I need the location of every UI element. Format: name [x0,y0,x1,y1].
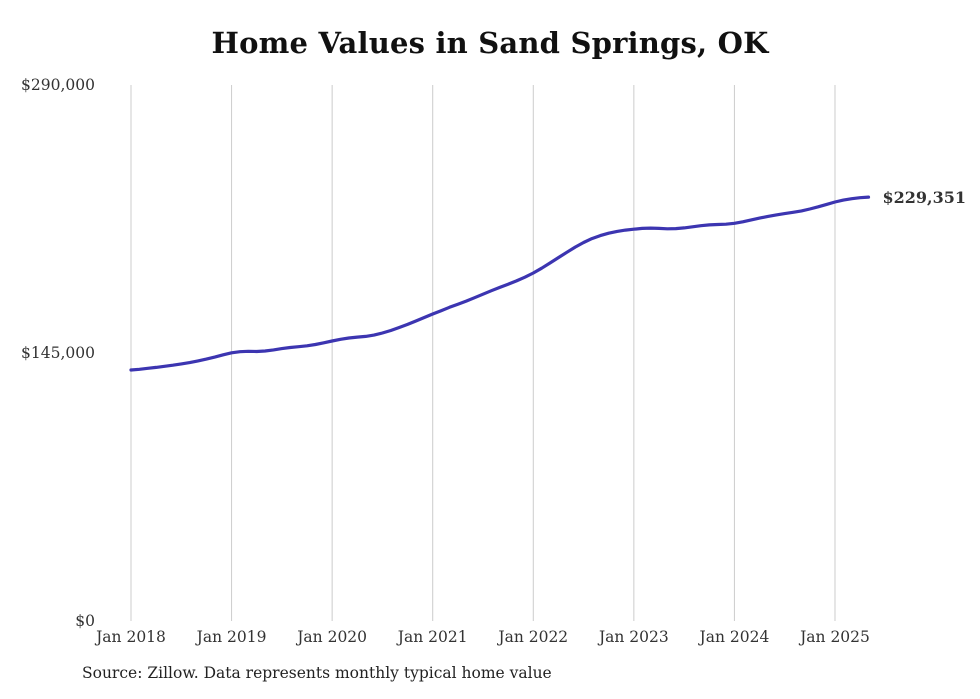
end-value-label: $229,351 [883,188,967,207]
source-note: Source: Zillow. Data represents monthly … [82,664,552,682]
y-tick-label: $145,000 [21,344,95,362]
x-tick-label: Jan 2022 [496,628,568,646]
series-line [129,195,871,372]
x-tick-label: Jan 2024 [698,628,770,646]
x-tick-label: Jan 2025 [798,628,870,646]
x-axis-labels: Jan 2018 Jan 2019 Jan 2020 Jan 2021 Jan 2022… [94,628,870,646]
chart-canvas: $0$145,000$290,000 Jan 2018 Jan 2019 Jan 2… [21,76,967,646]
x-tick-label: Jan 2023 [597,628,669,646]
y-axis-labels: $0 $145,000 $290,000 [21,76,95,630]
x-tick-label: Jan 2021 [396,628,468,646]
chart-title: Home Values in Sand Springs, OK [211,26,769,60]
y-tick-label: $290,000 [21,76,95,94]
y-tick-label: $0 [75,612,95,630]
x-tick-label: Jan 2019 [195,628,267,646]
x-tick-label: Jan 2020 [295,628,367,646]
x-tick-label: Jan 2018 [94,628,166,646]
